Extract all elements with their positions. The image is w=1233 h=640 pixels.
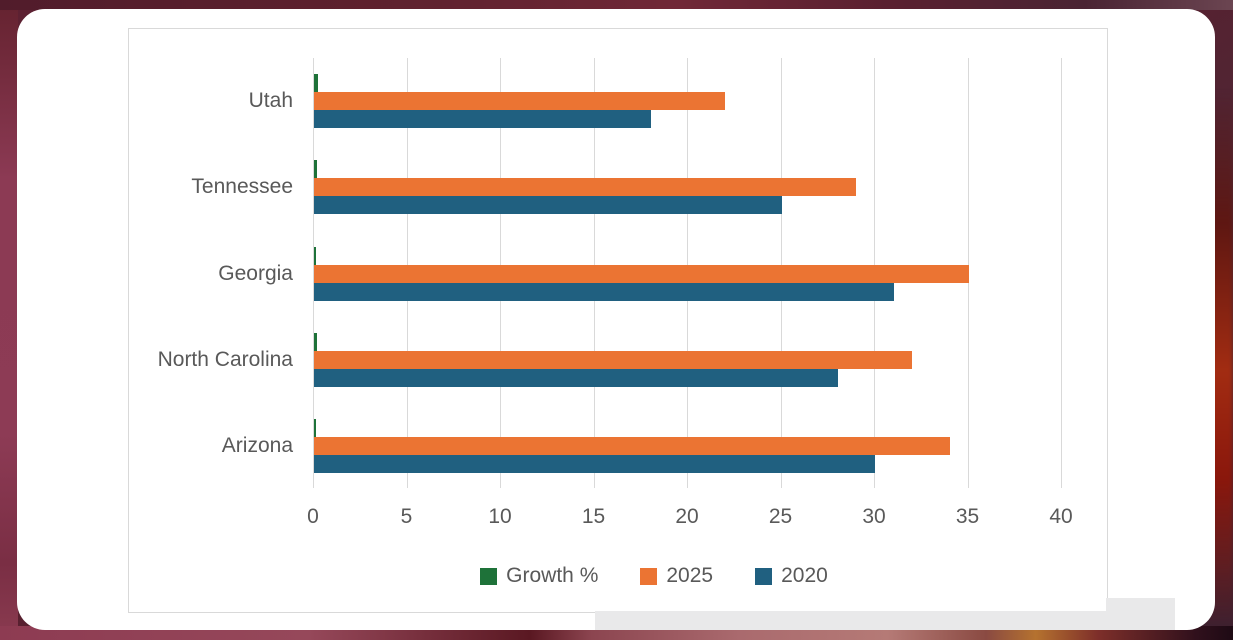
bar-2020 <box>314 196 782 215</box>
chart-frame: 0 5 10 15 20 25 30 35 40 Utah Tennessee Georgia Nort… <box>128 28 1108 613</box>
bar-2025 <box>314 178 857 197</box>
legend: Growth % 2025 2020 <box>129 564 1107 588</box>
content-card: 0 5 10 15 20 25 30 35 40 Utah Tennessee Georgia Nort… <box>17 9 1215 630</box>
bar-growth- <box>314 246 317 265</box>
x-axis-tick-label: 30 <box>862 505 886 528</box>
category-label: North Carolina <box>157 347 293 371</box>
x-axis-tick-label: 20 <box>675 505 699 528</box>
x-axis-tick-label: 15 <box>581 505 606 528</box>
bar-2025 <box>314 92 726 110</box>
legend-item: 2025 <box>640 564 713 588</box>
x-axis-tick-label: 10 <box>488 505 512 528</box>
category-label: Arizona <box>221 434 293 457</box>
bar-2025 <box>314 264 969 283</box>
legend-swatch-icon <box>480 567 498 585</box>
bar-2025 <box>314 437 950 455</box>
bar-growth- <box>314 419 317 437</box>
horizontal-scrollbar-track[interactable] <box>595 611 1175 630</box>
bar-2020 <box>314 368 838 387</box>
bar-2020 <box>314 282 894 301</box>
legend-item: Growth % <box>480 564 598 588</box>
x-axis-tick-label: 25 <box>768 505 793 528</box>
legend-label: Growth % <box>506 564 599 587</box>
bar-growth- <box>314 74 319 92</box>
bar-2025 <box>314 350 913 369</box>
bar-growth- <box>314 160 317 179</box>
scrollbar-corner <box>1106 598 1175 611</box>
legend-swatch-icon <box>640 567 658 585</box>
x-axis-tick-label: 0 <box>307 505 319 528</box>
legend-label: 2020 <box>781 564 828 587</box>
category-label: Utah <box>248 89 293 112</box>
legend-label: 2025 <box>666 564 714 587</box>
bar-2020 <box>314 110 651 128</box>
legend-item: 2020 <box>755 564 828 588</box>
background-photo-left-edge <box>0 0 18 640</box>
gridline <box>1061 58 1062 488</box>
bar-growth- <box>314 332 317 351</box>
category-label: Georgia <box>218 261 293 285</box>
gridline <box>313 58 314 488</box>
x-axis-tick-label: 5 <box>400 505 413 528</box>
bar-2020 <box>314 455 875 473</box>
category-label: Tennessee <box>191 175 293 199</box>
x-axis-tick-label: 40 <box>1049 505 1073 528</box>
background-photo-top-edge <box>0 0 1233 10</box>
x-axis-tick-label: 35 <box>955 505 980 528</box>
legend-swatch-icon <box>755 567 773 585</box>
